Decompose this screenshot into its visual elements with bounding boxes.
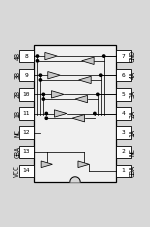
Circle shape: [39, 74, 42, 76]
Text: 8: 8: [25, 54, 28, 59]
Bar: [116, 165, 131, 177]
Circle shape: [94, 112, 96, 115]
Text: GND: GND: [130, 50, 136, 62]
Circle shape: [39, 79, 42, 81]
Text: 5: 5: [122, 92, 125, 97]
Polygon shape: [51, 91, 64, 98]
Circle shape: [45, 112, 47, 115]
Bar: [19, 146, 34, 158]
Polygon shape: [54, 110, 67, 117]
Text: NC: NC: [14, 129, 20, 137]
Text: 13: 13: [23, 149, 30, 154]
Circle shape: [42, 98, 45, 100]
Text: 12: 12: [23, 130, 30, 135]
Bar: [116, 146, 131, 158]
Text: 2: 2: [122, 149, 125, 154]
Circle shape: [97, 93, 99, 96]
Text: 2B: 2B: [14, 90, 20, 98]
Circle shape: [36, 60, 39, 62]
Polygon shape: [45, 52, 57, 60]
Text: 1B: 1B: [14, 109, 20, 118]
Text: 4: 4: [122, 111, 125, 116]
Text: 11: 11: [23, 111, 30, 116]
Text: NC: NC: [130, 148, 136, 156]
Text: 10: 10: [23, 92, 30, 97]
Text: 3A: 3A: [130, 90, 136, 98]
Bar: [19, 107, 34, 120]
Text: 4B: 4B: [14, 52, 20, 60]
Bar: [116, 50, 131, 62]
Circle shape: [36, 55, 39, 57]
Text: 3: 3: [122, 130, 125, 135]
Circle shape: [103, 55, 105, 57]
Bar: [116, 88, 131, 101]
Bar: [34, 45, 116, 182]
Text: GBA: GBA: [14, 146, 20, 158]
Polygon shape: [79, 76, 91, 84]
Polygon shape: [78, 161, 89, 168]
Polygon shape: [82, 57, 94, 64]
Text: 14: 14: [23, 168, 30, 173]
Polygon shape: [41, 161, 52, 168]
Text: GBA: GBA: [130, 165, 136, 177]
Circle shape: [100, 74, 102, 76]
Text: 7: 7: [122, 54, 125, 59]
Polygon shape: [72, 115, 85, 122]
Bar: [19, 88, 34, 101]
Text: 1: 1: [122, 168, 125, 173]
Bar: [19, 126, 34, 139]
Bar: [19, 69, 34, 81]
Text: 6: 6: [122, 73, 125, 78]
Circle shape: [45, 117, 47, 119]
Bar: [116, 69, 131, 81]
Polygon shape: [75, 95, 87, 103]
Text: 4A: 4A: [130, 71, 136, 79]
Bar: [19, 50, 34, 62]
Polygon shape: [70, 177, 80, 182]
Polygon shape: [48, 72, 60, 79]
Circle shape: [42, 93, 45, 96]
Bar: [116, 126, 131, 139]
Text: 2A: 2A: [130, 109, 136, 118]
Text: VCC: VCC: [14, 165, 20, 177]
Bar: [19, 165, 34, 177]
Text: 9: 9: [25, 73, 28, 78]
Bar: [116, 107, 131, 120]
Text: 1A: 1A: [130, 129, 136, 137]
Text: 3B: 3B: [14, 71, 20, 79]
